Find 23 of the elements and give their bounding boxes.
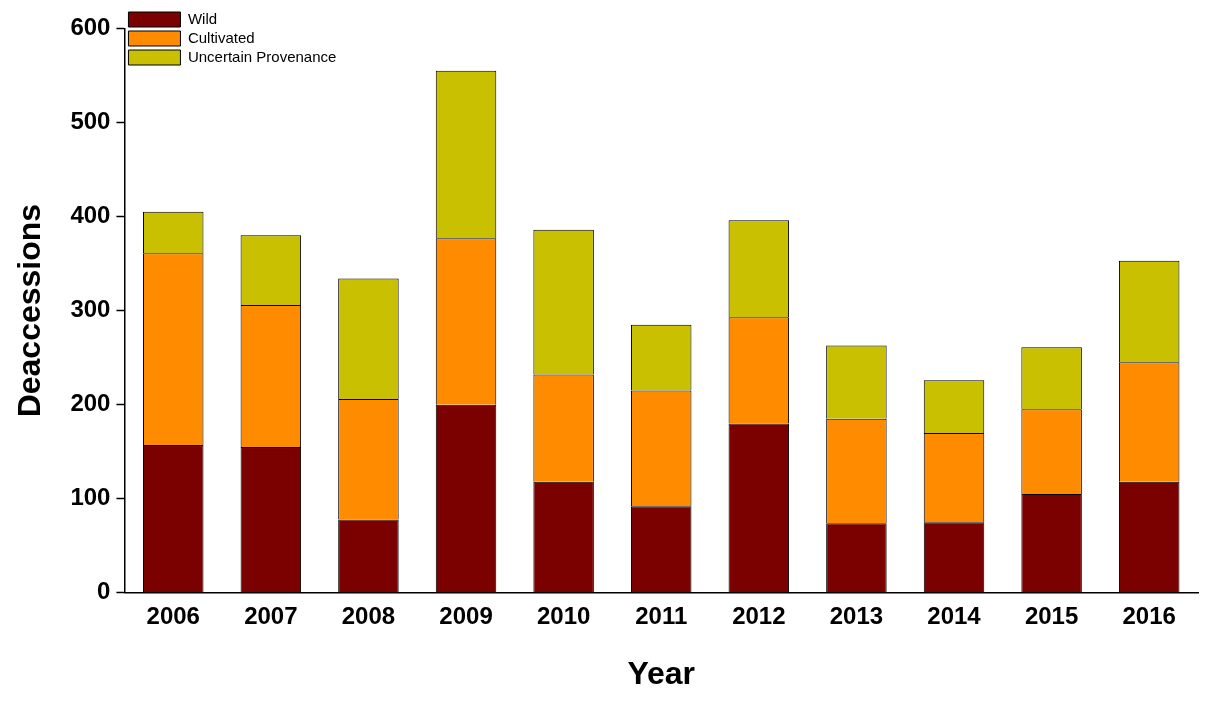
x-tick-label: 2013 bbox=[829, 601, 884, 629]
y-tick-label: 300 bbox=[70, 295, 111, 323]
y-axis-title: Deaccessions bbox=[11, 203, 48, 418]
y-tick-label: 100 bbox=[70, 483, 111, 511]
x-tick-label: 2006 bbox=[146, 601, 200, 629]
x-tick-label: 2016 bbox=[1122, 601, 1176, 629]
x-tick-label: 2014 bbox=[927, 601, 982, 629]
x-axis-title: Year bbox=[627, 654, 696, 691]
y-tick-label: 600 bbox=[70, 13, 111, 41]
y-tick-label: 500 bbox=[70, 107, 111, 135]
legend-label: Wild bbox=[187, 9, 218, 27]
legend-label: Uncertain Provenance bbox=[187, 47, 337, 65]
x-tick-label: 2007 bbox=[244, 601, 298, 629]
legend-label: Cultivated bbox=[187, 28, 255, 46]
y-tick-label: 0 bbox=[97, 577, 111, 605]
x-tick-label: 2012 bbox=[732, 601, 786, 629]
x-tick-label: 2009 bbox=[439, 601, 493, 629]
x-tick-label: 2010 bbox=[536, 601, 591, 629]
x-tick-label: 2015 bbox=[1024, 601, 1079, 629]
y-tick-label: 400 bbox=[70, 201, 111, 229]
y-tick-label: 200 bbox=[70, 389, 111, 417]
x-tick-label: 2008 bbox=[341, 601, 396, 629]
x-tick-label: 2011 bbox=[635, 601, 688, 629]
